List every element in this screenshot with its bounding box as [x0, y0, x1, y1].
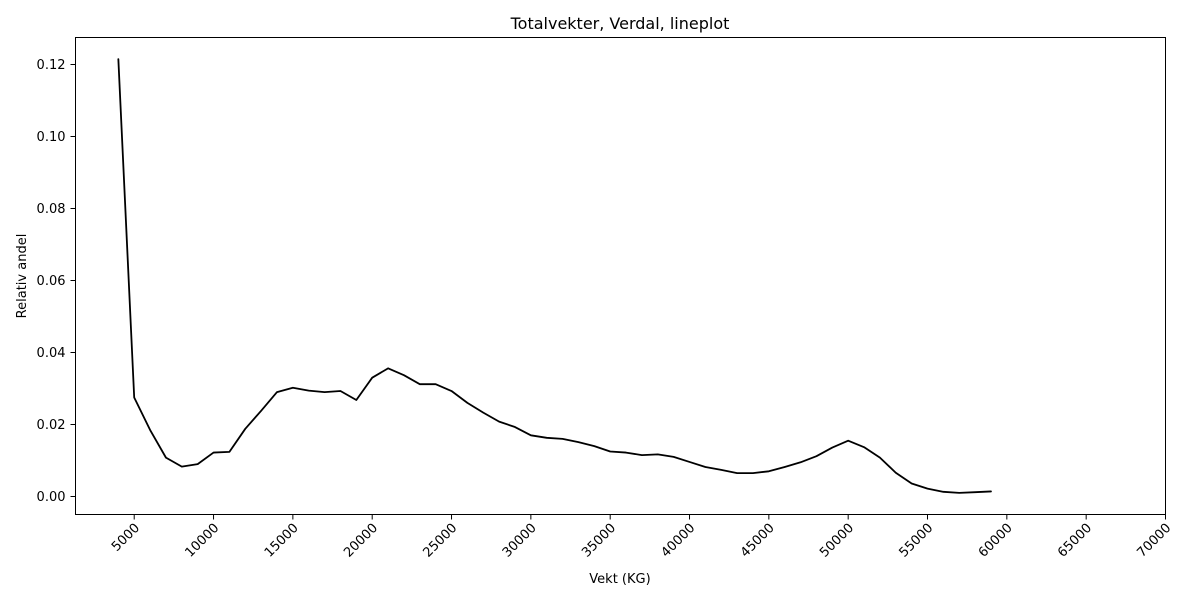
data-point [292, 387, 294, 389]
data-point [323, 391, 326, 393]
y-tick-label: 0.06 [37, 274, 66, 289]
data-point [546, 437, 548, 439]
data-point [450, 390, 453, 392]
data-point [847, 440, 849, 442]
data-point [419, 383, 421, 385]
data-point [752, 472, 754, 474]
data-point [736, 472, 738, 474]
y-tick-label: 0.10 [37, 130, 66, 145]
data-point [260, 410, 262, 412]
y-tick-label: 0.02 [37, 418, 66, 433]
data-point [704, 466, 706, 468]
data-point [625, 451, 627, 454]
y-tick-label: 0.04 [37, 346, 66, 361]
data-point [688, 461, 691, 463]
y-tick-label: 0.00 [37, 490, 66, 505]
data-point [911, 482, 913, 485]
data-point [720, 469, 722, 471]
data-point [990, 490, 992, 493]
data-point [387, 367, 389, 369]
data-point [895, 472, 897, 474]
y-tick-label: 0.08 [37, 202, 66, 217]
data-point [974, 491, 976, 493]
data-point [244, 428, 246, 430]
data-point [673, 456, 675, 458]
data-point [403, 374, 405, 376]
data-point [784, 466, 786, 468]
data-point [561, 438, 564, 440]
data-point [435, 383, 437, 385]
data-point [149, 429, 151, 431]
data-point [498, 421, 500, 423]
data-point [657, 453, 659, 455]
y-axis-label: Relativ andel [15, 234, 30, 319]
data-point [609, 450, 611, 453]
data-point [799, 461, 802, 463]
data-point [815, 455, 818, 457]
data-point [942, 491, 944, 493]
data-point [514, 426, 516, 428]
data-point [466, 402, 468, 404]
data-point [926, 487, 929, 490]
data-point [482, 412, 484, 414]
data-point [577, 441, 580, 443]
data-point [530, 434, 532, 436]
data-point [958, 492, 960, 494]
data-point [228, 451, 231, 453]
x-axis-label: Vekt (KG) [589, 572, 650, 587]
plot-frame [75, 37, 1166, 515]
series-line [117, 58, 992, 494]
data-point [831, 446, 833, 449]
data-point [212, 451, 215, 454]
data-point [165, 457, 167, 459]
data-point [593, 445, 595, 447]
y-tick-label: 0.12 [37, 58, 66, 73]
data-point [371, 377, 373, 379]
data-point [768, 470, 770, 472]
data-point [355, 399, 357, 401]
data-point [276, 391, 278, 393]
data-point [879, 457, 881, 459]
data-point [641, 454, 643, 456]
data-point [181, 466, 183, 468]
chart-title: Totalvekter, Verdal, lineplot [510, 14, 730, 33]
data-point [117, 58, 119, 60]
data-point [863, 446, 865, 448]
data-point [197, 463, 199, 465]
data-point [339, 390, 342, 392]
data-point [133, 396, 135, 399]
data-point [308, 390, 310, 392]
